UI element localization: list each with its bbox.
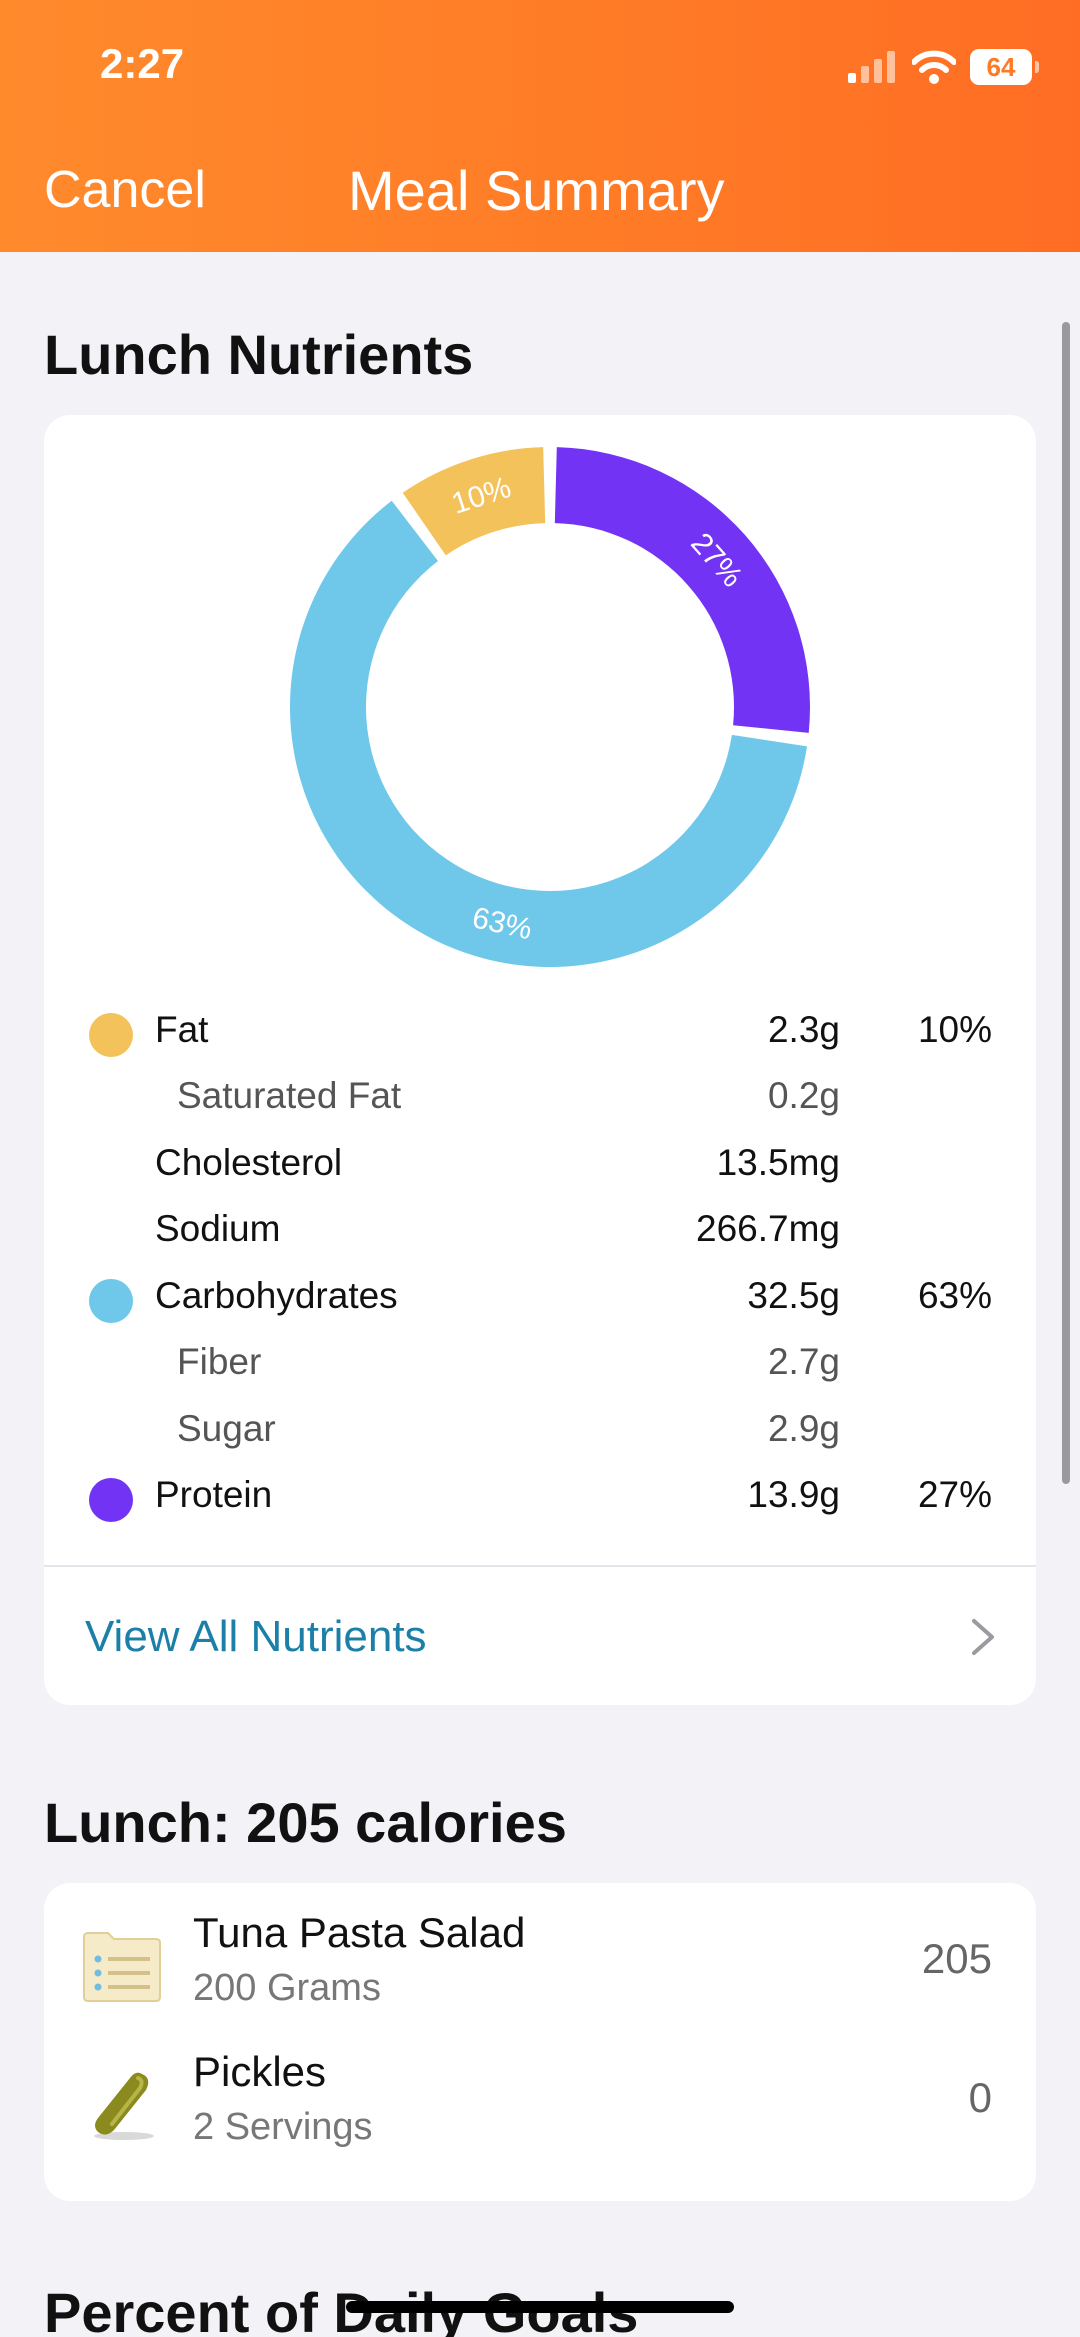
nutrient-label: Cholesterol — [155, 1142, 343, 1183]
food-item-quantity: 200 Grams — [193, 1967, 381, 2009]
donut-slice-carbohydrates — [289, 500, 808, 968]
meal-items-card: Tuna Pasta Salad 200 Grams 205 Pickles 2… — [44, 1883, 1036, 2201]
food-item-calories: 205 — [921, 1935, 992, 1982]
nutrient-label: Fat — [155, 1009, 209, 1050]
nutrient-amount: 266.7mg — [696, 1208, 840, 1249]
battery-icon: 64 — [970, 49, 1039, 85]
legend-dot — [89, 1013, 133, 1057]
nutrient-row: Fiber 2.7g — [44, 1331, 1036, 1391]
nutrient-amount: 32.5g — [747, 1275, 840, 1316]
nutrient-amount: 13.9g — [747, 1474, 840, 1515]
nutrient-row: Saturated Fat 0.2g — [44, 1065, 1036, 1125]
donut-slice-fat — [402, 447, 546, 556]
nutrient-percent: 63% — [917, 1275, 992, 1316]
scrollbar[interactable] — [1062, 322, 1070, 1484]
meal-section-title: Lunch: 205 calories — [44, 1791, 567, 1854]
nutrient-row: Sugar 2.9g — [44, 1398, 1036, 1458]
nutrient-amount: 0.2g — [767, 1075, 840, 1116]
view-all-nutrients-label: View All Nutrients — [85, 1612, 427, 1661]
nutrient-amount: 2.3g — [767, 1009, 840, 1050]
food-item-calories: 0 — [968, 2074, 992, 2121]
battery-level: 64 — [986, 51, 1016, 82]
chevron-right-icon — [972, 1619, 994, 1655]
cancel-button[interactable]: Cancel — [44, 161, 206, 219]
nutrients-section-title: Lunch Nutrients — [44, 323, 474, 386]
pickle-icon — [94, 2072, 154, 2140]
nutrient-percent: 10% — [917, 1009, 992, 1050]
nutrient-row: Sodium 266.7mg — [44, 1198, 1036, 1258]
nutrient-row: Fat 2.3g 10% — [44, 999, 1036, 1059]
nutrient-label: Protein — [155, 1474, 273, 1515]
cellular-signal-icon — [848, 51, 895, 83]
nutrient-percent: 27% — [917, 1474, 992, 1515]
donut-slice-protein — [554, 447, 810, 733]
food-item-name: Tuna Pasta Salad — [193, 1909, 526, 1956]
view-all-nutrients-button[interactable]: View All Nutrients — [44, 1567, 1036, 1705]
nutrient-amount: 2.7g — [767, 1341, 840, 1382]
food-item-name: Pickles — [193, 2048, 327, 2095]
nutrient-label: Carbohydrates — [155, 1275, 398, 1316]
home-indicator[interactable] — [346, 2301, 734, 2313]
food-item-quantity: 2 Servings — [193, 2106, 373, 2148]
status-icons: 64 — [848, 46, 1039, 88]
nutrient-amount: 2.9g — [767, 1408, 840, 1449]
nutrient-label: Saturated Fat — [177, 1075, 402, 1116]
nutrients-card: 27% 63% 10% Fat 2.3g 10% Saturated Fat 0.2g Cho… — [44, 415, 1036, 1705]
page-title: Meal Summary — [348, 159, 725, 222]
macro-donut-chart: 27% 63% 10% — [280, 437, 820, 977]
nutrient-row: Cholesterol 13.5mg — [44, 1132, 1036, 1192]
wifi-icon — [912, 50, 956, 84]
legend-dot — [89, 1478, 133, 1522]
card-divider — [44, 1565, 1036, 1567]
food-item-row[interactable]: Pickles 2 Servings 0 — [44, 2028, 1036, 2168]
recipe-card-icon — [83, 1932, 161, 2002]
nutrient-label: Sugar — [177, 1408, 276, 1449]
nutrient-row: Carbohydrates 32.5g 63% — [44, 1265, 1036, 1325]
nutrient-label: Sodium — [155, 1208, 281, 1249]
nutrient-row: Protein 13.9g 27% — [44, 1464, 1036, 1524]
nutrient-amount: 13.5mg — [716, 1142, 840, 1183]
nutrient-label: Fiber — [177, 1341, 262, 1382]
status-time: 2:27 — [100, 40, 185, 87]
top-bar: 2:27 64 Cancel Meal Summary — [0, 0, 1080, 252]
legend-dot — [89, 1279, 133, 1323]
food-item-row[interactable]: Tuna Pasta Salad 200 Grams 205 — [44, 1889, 1036, 2029]
